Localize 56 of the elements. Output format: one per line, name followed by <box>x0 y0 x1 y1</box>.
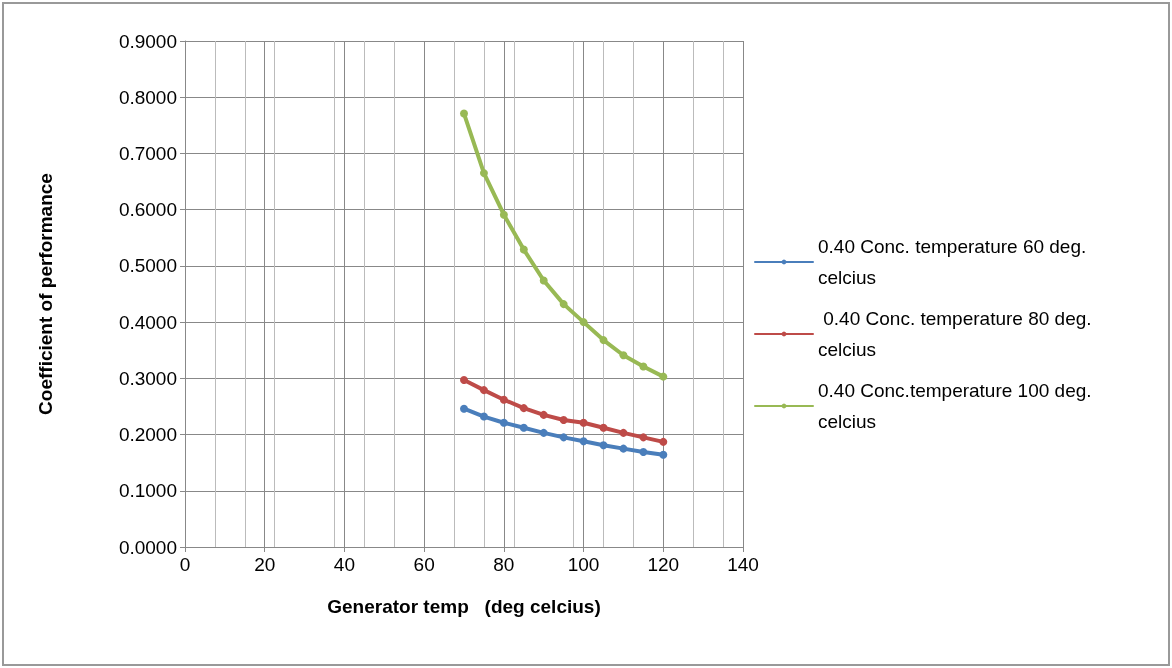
y-tick-label: 0.3000 <box>118 367 177 389</box>
point <box>559 415 568 424</box>
point <box>559 300 568 309</box>
y-axis-title: Coefficient of performance <box>35 173 56 415</box>
x-tick-label: 60 <box>413 554 435 575</box>
y-tick-label: 0.9000 <box>118 30 177 52</box>
point <box>539 410 548 419</box>
point <box>659 450 668 459</box>
point <box>599 423 608 432</box>
point <box>579 437 588 446</box>
point <box>559 433 568 442</box>
point <box>460 109 468 118</box>
point <box>499 395 508 404</box>
legend-label: 0.40 Conc. temperature 80 deg. celcius <box>818 308 1097 360</box>
point <box>479 169 488 178</box>
point <box>479 412 488 421</box>
y-tick-label: 0.4000 <box>118 311 177 333</box>
point <box>599 441 608 450</box>
x-tick-label: 140 <box>727 554 759 575</box>
point <box>539 428 548 437</box>
point <box>579 318 588 327</box>
point <box>619 428 628 437</box>
point <box>539 276 548 285</box>
point <box>519 245 528 254</box>
legend-label: 0.40 Conc. temperature 60 deg. celcius <box>818 236 1092 288</box>
point <box>619 444 628 453</box>
x-tick-label: 40 <box>333 554 355 575</box>
x-tick-label: 20 <box>254 554 276 575</box>
point <box>460 376 468 385</box>
y-tick-label: 0.5000 <box>118 255 177 277</box>
point <box>599 336 608 345</box>
point <box>460 404 468 413</box>
point <box>659 437 668 446</box>
point <box>639 447 648 456</box>
point <box>499 210 508 219</box>
y-tick-label: 0.0000 <box>118 536 177 558</box>
point <box>499 418 508 427</box>
x-tick-label: 100 <box>567 554 600 575</box>
point <box>479 386 488 395</box>
point <box>659 372 668 381</box>
point <box>639 433 648 442</box>
x-tick-label: 80 <box>493 554 515 575</box>
x-tick-label: 0 <box>179 554 191 575</box>
point <box>519 423 528 432</box>
y-tick-label: 0.7000 <box>118 142 177 164</box>
y-tick-label: 0.6000 <box>118 199 177 221</box>
point <box>639 362 648 371</box>
legend-label: 0.40 Conc.temperature 100 deg. celcius <box>818 380 1097 432</box>
point <box>619 351 628 360</box>
y-tick-label: 0.8000 <box>118 86 177 108</box>
y-tick-label: 0.1000 <box>118 480 177 502</box>
point <box>579 418 588 427</box>
y-tick-label: 0.2000 <box>118 424 177 446</box>
x-axis-title: Generator temp (deg celcius) <box>327 596 601 617</box>
x-tick-label: 120 <box>647 554 680 575</box>
point <box>519 404 528 413</box>
